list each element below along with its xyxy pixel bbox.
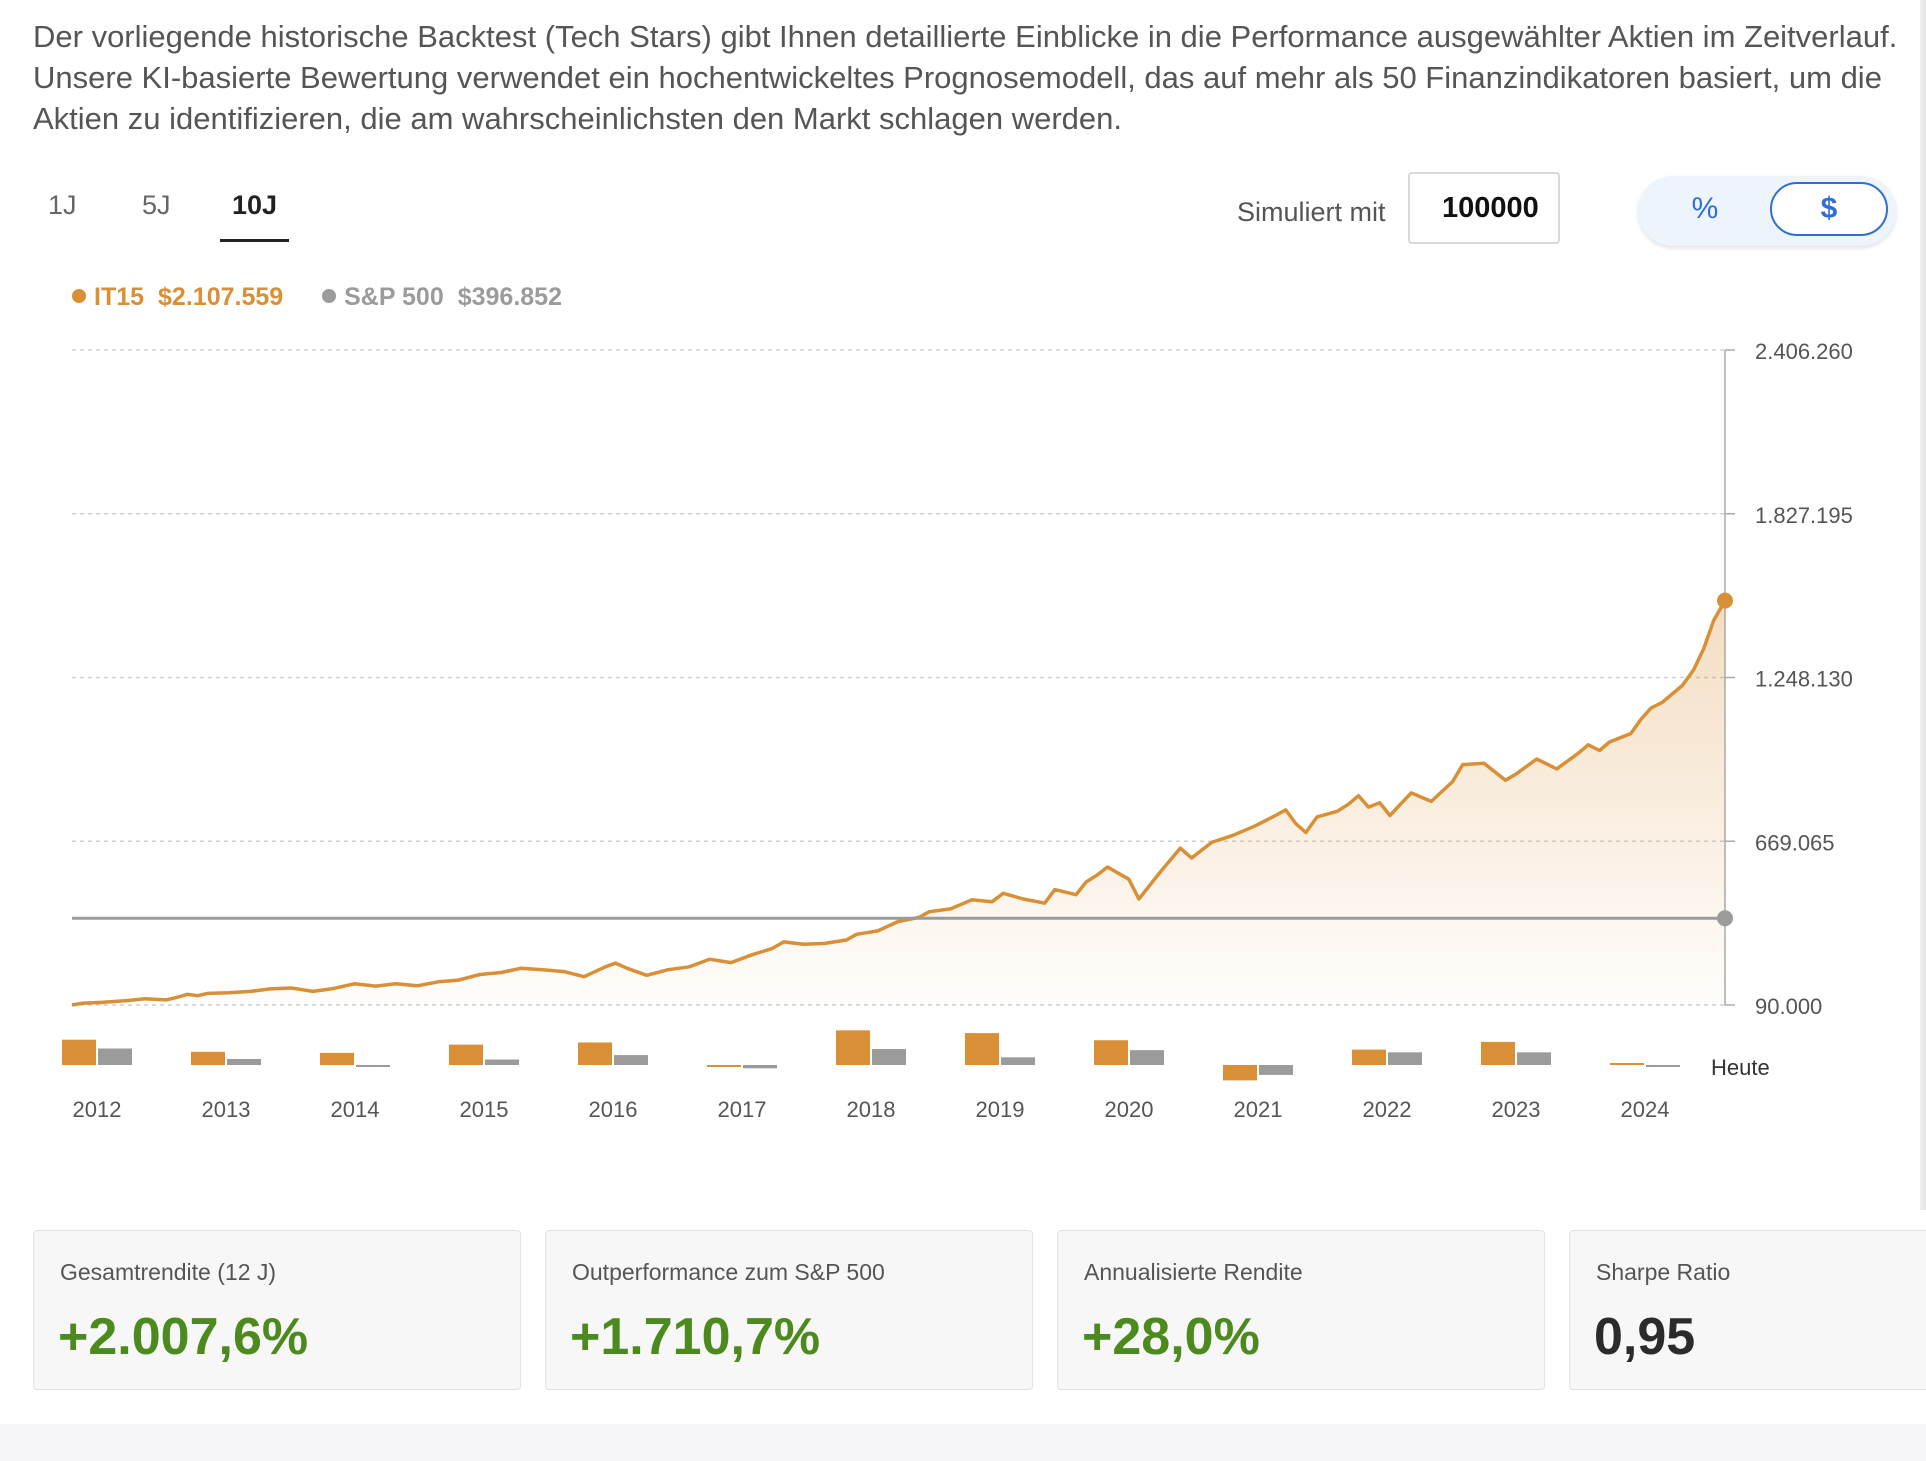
yearly-bar-sp500	[1388, 1052, 1422, 1065]
kpi-card-annualized-return: Annualisierte Rendite +28,0%	[1057, 1230, 1545, 1390]
kpi-card-total-return: Gesamtrendite (12 J) +2.007,6%	[33, 1230, 521, 1390]
sp500-end-point	[1717, 910, 1733, 927]
yearly-bar-sp500	[98, 1048, 132, 1065]
yearly-bar-sp500	[743, 1065, 777, 1069]
yearly-bar-it15	[320, 1052, 354, 1065]
unit-toggle: % $	[1638, 176, 1896, 246]
footer-band	[0, 1424, 1926, 1461]
kpi-card-outperformance: Outperformance zum S&P 500 +1.710,7%	[545, 1230, 1033, 1390]
current-period-label: Heute	[1711, 1055, 1770, 1080]
yearly-bar-it15	[1610, 1063, 1644, 1065]
legend-item-sp500: S&P 500 $396.852	[322, 283, 562, 312]
kpi-label: Annualisierte Rendite	[1084, 1259, 1303, 1285]
yearly-bar-it15	[578, 1042, 612, 1065]
x-tick-label: 2012	[73, 1097, 122, 1122]
it15-end-point	[1717, 592, 1733, 609]
performance-chart: 2.406.260 1.827.195 1.248.130 669.065 90.000…	[62, 339, 1853, 1122]
x-tick-label: 2019	[976, 1097, 1025, 1122]
x-tick-label: 2013	[202, 1097, 251, 1122]
x-tick-label: 2022	[1363, 1097, 1412, 1122]
yearly-bar-sp500	[485, 1059, 519, 1065]
kpi-value: +28,0%	[1082, 1308, 1260, 1366]
x-tick-label: 2023	[1492, 1097, 1541, 1122]
y-tick-label: 2.406.260	[1755, 339, 1853, 364]
kpi-label: Gesamtrendite (12 J)	[60, 1259, 277, 1285]
kpi-label: Outperformance zum S&P 500	[572, 1259, 885, 1285]
x-tick-label: 2016	[589, 1097, 638, 1122]
simulation-amount-input[interactable]	[1408, 172, 1560, 244]
x-tick-label: 2024	[1621, 1097, 1670, 1122]
legend-dot-icon	[322, 289, 337, 303]
intro-text: Der vorliegende historische Backtest (Te…	[33, 19, 1898, 136]
kpi-value: 0,95	[1594, 1308, 1696, 1366]
chart-legend: IT15 $2.107.559 S&P 500 $396.852	[72, 283, 594, 312]
y-tick-label: 90.000	[1755, 994, 1822, 1019]
yearly-bar-sp500	[614, 1055, 648, 1065]
yearly-bar-it15	[836, 1030, 870, 1065]
it15-area	[72, 600, 1725, 1005]
tab-1j[interactable]: 1J	[48, 190, 77, 220]
yearly-bar-it15	[1094, 1040, 1128, 1065]
yearly-bar-sp500	[1130, 1050, 1164, 1065]
page-edge	[1920, 0, 1926, 1210]
x-tick-label: 2017	[718, 1097, 767, 1122]
x-tick-label: 2018	[847, 1097, 896, 1122]
y-tick-label: 1.827.195	[1755, 503, 1853, 528]
yearly-bar-it15	[449, 1044, 483, 1065]
yearly-bar-it15	[1223, 1065, 1257, 1081]
yearly-bar-sp500	[872, 1049, 906, 1065]
yearly-bar-sp500	[1646, 1065, 1680, 1067]
yearly-bar-sp500	[1517, 1052, 1551, 1065]
yearly-bar-sp500	[227, 1058, 261, 1065]
yearly-bar-it15	[62, 1039, 96, 1065]
x-tick-label: 2015	[460, 1097, 509, 1122]
legend-value: $396.852	[457, 283, 562, 311]
kpi-label: Sharpe Ratio	[1596, 1259, 1731, 1285]
dollar-toggle-button[interactable]: $	[1770, 182, 1888, 236]
yearly-bar-it15	[1481, 1041, 1515, 1065]
legend-value: $2.107.559	[158, 283, 284, 311]
yearly-bar-sp500	[1001, 1057, 1035, 1065]
legend-name: S&P 500	[344, 283, 444, 311]
legend-dot-icon	[72, 289, 86, 303]
tab-10j[interactable]: 10J	[220, 184, 290, 242]
percent-toggle-button[interactable]: %	[1691, 192, 1719, 225]
yearly-bar-sp500	[356, 1065, 390, 1067]
legend-name: IT15	[94, 283, 145, 311]
simulation-label: Simuliert mit	[1237, 197, 1386, 227]
yearly-bar-sp500	[1259, 1065, 1293, 1075]
kpi-value: +1.710,7%	[570, 1308, 821, 1366]
x-tick-label: 2014	[331, 1097, 380, 1122]
legend-item-it15: IT15 $2.107.559	[72, 283, 283, 312]
yearly-bar-it15	[965, 1033, 999, 1065]
x-tick-label: 2020	[1105, 1097, 1154, 1122]
yearly-bar-it15	[1352, 1049, 1386, 1065]
yearly-bar-it15	[707, 1065, 741, 1067]
tab-5j[interactable]: 5J	[142, 190, 171, 220]
x-tick-label: 2021	[1234, 1097, 1283, 1122]
kpi-value: +2.007,6%	[58, 1308, 309, 1366]
kpi-card-sharpe-ratio: Sharpe Ratio 0,95	[1569, 1230, 1926, 1390]
it15-line	[71, 599, 1727, 1007]
y-tick-label: 1.248.130	[1755, 667, 1853, 692]
y-tick-label: 669.065	[1755, 830, 1835, 855]
yearly-bar-it15	[191, 1051, 225, 1065]
